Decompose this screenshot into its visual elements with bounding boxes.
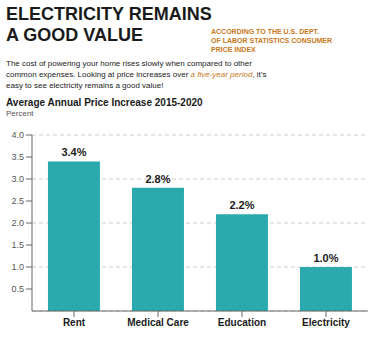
html-text:A GOOD VALUE: A GOOD VALUE bbox=[6, 25, 143, 45]
svg-text:1.0: 1.0 bbox=[11, 262, 24, 272]
svg-text:2.0: 2.0 bbox=[11, 218, 24, 228]
html-text:The cost of powering your home: The cost of powering your home rises slo… bbox=[6, 59, 252, 68]
svg-text:1.0%: 1.0% bbox=[313, 252, 338, 264]
svg-text:2.2%: 2.2% bbox=[229, 199, 254, 211]
svg-text:2.5: 2.5 bbox=[11, 196, 24, 206]
svg-text:1.5: 1.5 bbox=[11, 240, 24, 250]
svg-text:2.8%: 2.8% bbox=[145, 173, 170, 185]
svg-text:Electricity: Electricity bbox=[302, 317, 350, 328]
svg-text:0.5: 0.5 bbox=[11, 284, 24, 294]
html-text:ELECTRICITY REMAINS: ELECTRICITY REMAINS bbox=[6, 4, 212, 24]
svg-text:3.5: 3.5 bbox=[11, 152, 24, 162]
html-text:easy to see electricity remain: easy to see electricity remains a good v… bbox=[6, 81, 164, 90]
html-text:common expenses. Looking at pr: common expenses. Looking at price increa… bbox=[6, 70, 267, 79]
svg-text:Education: Education bbox=[218, 317, 266, 328]
svg-text:3.0: 3.0 bbox=[11, 174, 24, 184]
svg-text:Rent: Rent bbox=[63, 317, 86, 328]
svg-text:4.0: 4.0 bbox=[11, 130, 24, 140]
html-text:Percent: Percent bbox=[6, 109, 34, 118]
svg-text:3.4%: 3.4% bbox=[61, 146, 86, 158]
svg-text:Medical Care: Medical Care bbox=[127, 317, 189, 328]
html-text:Average Annual Price Increase: Average Annual Price Increase 2015-2020 bbox=[6, 97, 203, 108]
html-text:ACCORDING TO THE U.S. DEPT. OF: ACCORDING TO THE U.S. DEPT. OF LABOR STA… bbox=[211, 28, 333, 53]
